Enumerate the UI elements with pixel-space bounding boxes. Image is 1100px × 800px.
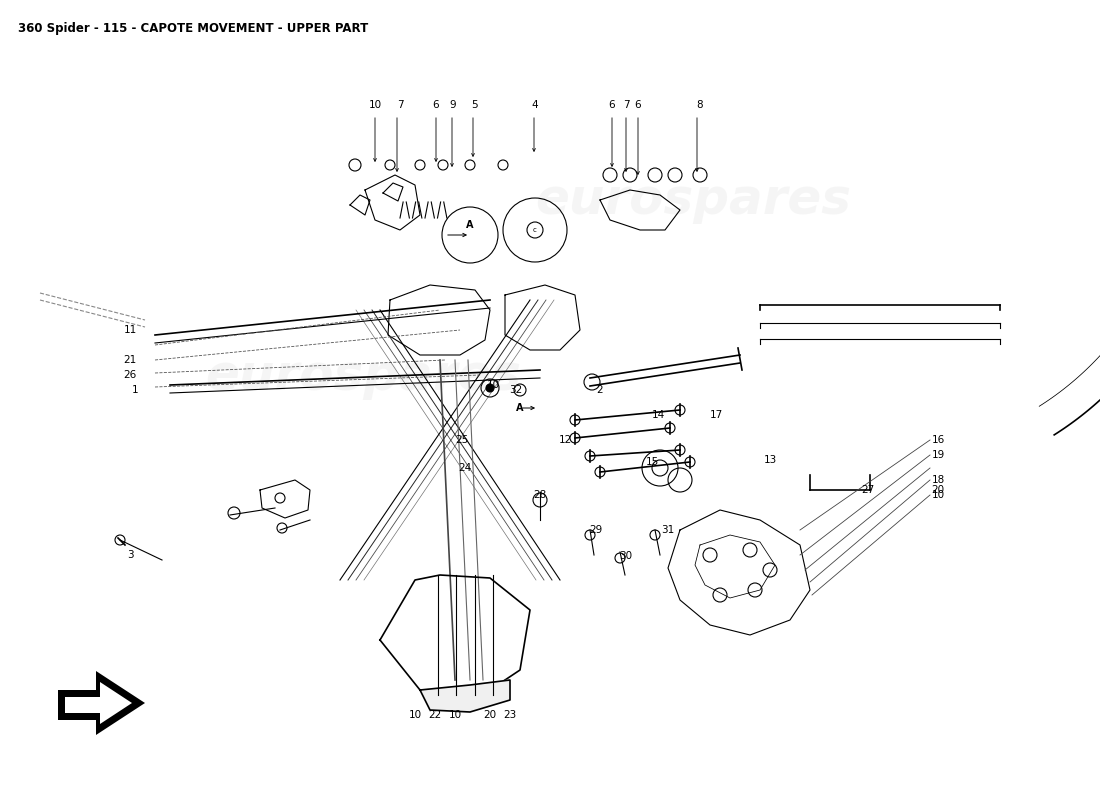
Polygon shape (62, 678, 138, 728)
Polygon shape (65, 682, 132, 724)
Text: 2: 2 (596, 385, 603, 395)
Text: 360 Spider - 115 - CAPOTE MOVEMENT - UPPER PART: 360 Spider - 115 - CAPOTE MOVEMENT - UPP… (18, 22, 369, 35)
Text: 11: 11 (123, 325, 136, 335)
Text: 10: 10 (449, 710, 462, 720)
Text: 15: 15 (646, 457, 659, 467)
Text: 21: 21 (123, 355, 136, 365)
Text: 32: 32 (509, 385, 522, 395)
Text: 29: 29 (590, 525, 603, 535)
Text: 10: 10 (368, 100, 382, 110)
Text: 28: 28 (534, 490, 547, 500)
Text: 6: 6 (608, 100, 615, 110)
Text: 4: 4 (531, 100, 538, 110)
Text: A: A (516, 403, 524, 413)
Text: 6: 6 (432, 100, 439, 110)
Text: 8: 8 (696, 100, 703, 110)
Text: 10: 10 (486, 380, 499, 390)
Text: 10: 10 (932, 490, 945, 500)
Text: 20: 20 (483, 710, 496, 720)
Text: 7: 7 (623, 100, 629, 110)
Text: 16: 16 (932, 435, 945, 445)
Text: 14: 14 (651, 410, 664, 420)
Text: 20: 20 (932, 485, 945, 495)
Text: 3: 3 (126, 550, 133, 560)
Text: 17: 17 (710, 410, 723, 420)
Text: 7: 7 (397, 100, 404, 110)
Text: c: c (534, 227, 537, 233)
Text: 31: 31 (661, 525, 674, 535)
Text: 25: 25 (455, 435, 469, 445)
Text: 6: 6 (635, 100, 641, 110)
Text: A: A (466, 220, 474, 230)
Text: 18: 18 (932, 475, 945, 485)
Text: eurospares: eurospares (535, 176, 851, 224)
Text: 26: 26 (123, 370, 136, 380)
Circle shape (486, 384, 494, 392)
Text: 1: 1 (132, 385, 139, 395)
Polygon shape (58, 671, 145, 735)
Text: 23: 23 (504, 710, 517, 720)
Polygon shape (420, 680, 510, 712)
Text: 24: 24 (459, 463, 472, 473)
Text: 19: 19 (932, 450, 945, 460)
Text: 13: 13 (763, 455, 777, 465)
Text: 22: 22 (428, 710, 441, 720)
Text: 27: 27 (861, 485, 875, 495)
Text: eurospares: eurospares (205, 352, 521, 400)
Text: 10: 10 (408, 710, 421, 720)
Text: 5: 5 (471, 100, 477, 110)
Text: 12: 12 (559, 435, 572, 445)
Text: 30: 30 (619, 551, 632, 561)
Text: 9: 9 (450, 100, 456, 110)
